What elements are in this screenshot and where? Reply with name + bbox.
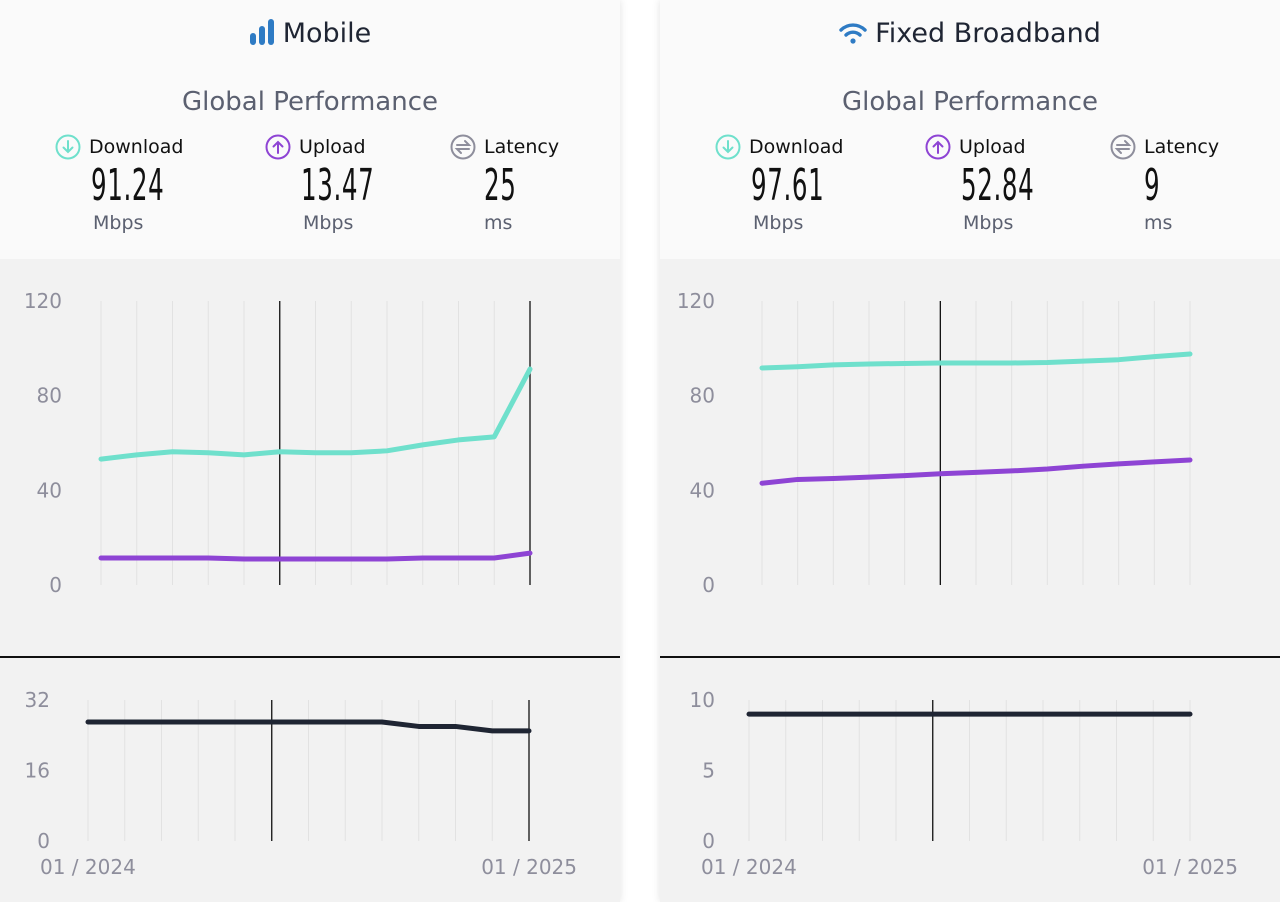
metric-label: Upload (299, 136, 366, 158)
y-tick-label: 80 (37, 384, 62, 408)
upload-series-line (98, 550, 533, 562)
download-icon (55, 134, 81, 160)
y-tick-label: 120 (24, 289, 62, 313)
metric-unit: Mbps (93, 212, 144, 234)
download-series-line (759, 351, 1193, 371)
latency-icon (1110, 134, 1136, 160)
metric-value: 13.47 (301, 160, 375, 211)
metric-value: 52.84 (961, 160, 1035, 211)
metric-download: Download 97.61 Mbps (715, 134, 869, 234)
section-subtitle: Global Performance (842, 87, 1098, 117)
latency-series-line (85, 719, 532, 734)
metric-value: 97.61 (751, 160, 825, 211)
metric-value: 91.24 (91, 160, 165, 211)
y-tick-label: 0 (37, 829, 50, 853)
y-tick-label: 16 (25, 759, 50, 783)
metric-unit: Mbps (963, 212, 1014, 234)
y-tick-label: 0 (702, 829, 715, 853)
y-tick-label: 10 (690, 688, 715, 712)
metric-download: Download 91.24 Mbps (55, 134, 209, 234)
download-icon (715, 134, 741, 160)
y-tick-label: 80 (690, 384, 715, 408)
wifi-icon (839, 23, 867, 44)
upload-series-line (759, 457, 1193, 486)
metric-label: Latency (1144, 136, 1220, 158)
upload-icon (265, 134, 291, 160)
y-tick-label: 0 (49, 573, 62, 597)
latency-icon (450, 134, 476, 160)
panel-header: Fixed Broadband Global Performance Downl… (660, 0, 1280, 259)
y-tick-label: 5 (702, 759, 715, 783)
y-tick-label: 32 (25, 688, 50, 712)
metric-latency: Latency 9 ms (1110, 134, 1219, 234)
metric-unit: ms (1144, 212, 1173, 234)
metric-upload: Upload 13.47 Mbps (265, 134, 419, 234)
divider (660, 656, 1280, 658)
fixed-broadband-panel: Fixed Broadband Global Performance Downl… (660, 0, 1280, 902)
metric-label: Download (749, 136, 844, 158)
x-tick-label: 01 / 2025 (481, 855, 577, 879)
divider (0, 656, 620, 658)
y-tick-label: 0 (702, 573, 715, 597)
signal-bars-icon (249, 19, 274, 45)
y-tick-label: 40 (37, 478, 62, 502)
metric-label: Latency (484, 136, 560, 158)
metric-value: 25 (484, 160, 517, 211)
metric-upload: Upload 52.84 Mbps (925, 134, 1079, 234)
x-tick-label: 01 / 2025 (1142, 855, 1238, 879)
metric-unit: Mbps (303, 212, 354, 234)
panel-title: Mobile (0, 18, 620, 49)
metric-label: Upload (959, 136, 1026, 158)
y-tick-label: 120 (677, 289, 715, 313)
upload-icon (925, 134, 951, 160)
download-series-line (98, 366, 533, 462)
panel-title: Fixed Broadband (660, 18, 1280, 49)
panel-header: Mobile Global Performance Download 91.24… (0, 0, 620, 259)
mobile-panel: Mobile Global Performance Download 91.24… (0, 0, 620, 902)
x-tick-label: 01 / 2024 (40, 855, 136, 879)
y-tick-label: 40 (690, 478, 715, 502)
metric-value: 9 (1144, 160, 1161, 211)
x-tick-label: 01 / 2024 (701, 855, 797, 879)
metric-label: Download (89, 136, 184, 158)
metric-latency: Latency 25 ms (450, 134, 559, 234)
section-subtitle: Global Performance (182, 87, 438, 117)
metric-unit: Mbps (753, 212, 804, 234)
metric-unit: ms (484, 212, 513, 234)
